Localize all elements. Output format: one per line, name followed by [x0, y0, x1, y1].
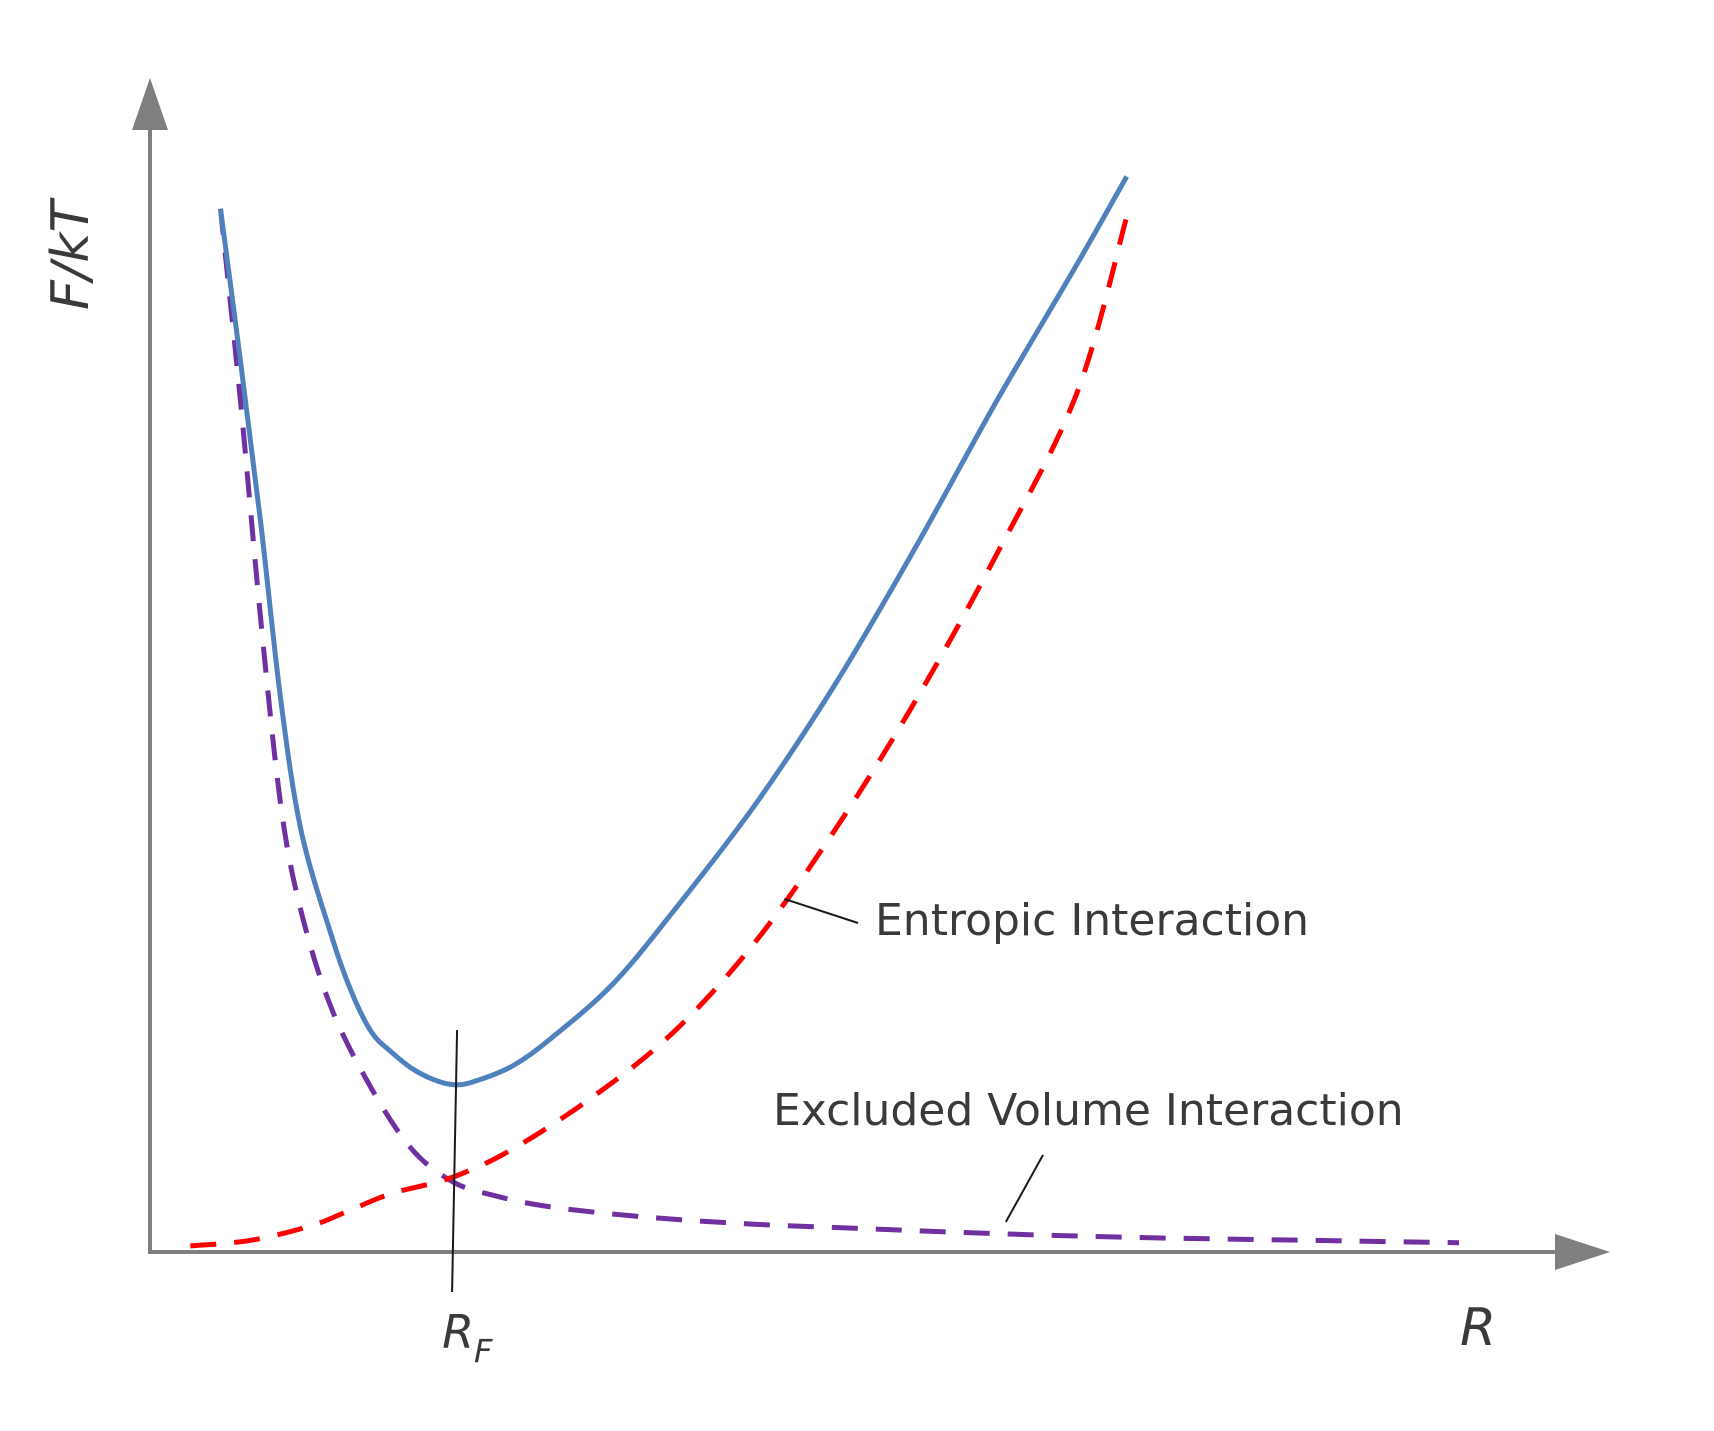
series-line-entropic: [190, 216, 1130, 1249]
rf-label-subscript: F: [474, 1332, 493, 1370]
series-line-excluded-volume: [218, 208, 1460, 1246]
entropic-annotation: Entropic Interaction: [875, 895, 1309, 946]
y-axis-arrowhead: [132, 78, 168, 130]
rf-marker-line: [451, 1029, 459, 1293]
x-axis-arrowhead: [1555, 1234, 1610, 1270]
x-axis-label: R: [1460, 1298, 1496, 1358]
excluded-annotation-leader: [1005, 1154, 1044, 1223]
rf-label-main: R: [442, 1305, 474, 1359]
y-axis-label: F/kT: [41, 196, 101, 310]
excluded-annotation: Excluded Volume Interaction: [773, 1085, 1404, 1136]
series-line-total-free-energy: [218, 175, 1129, 1088]
rf-label: RF: [442, 1305, 493, 1370]
entropic-annotation-leader: [784, 897, 859, 924]
